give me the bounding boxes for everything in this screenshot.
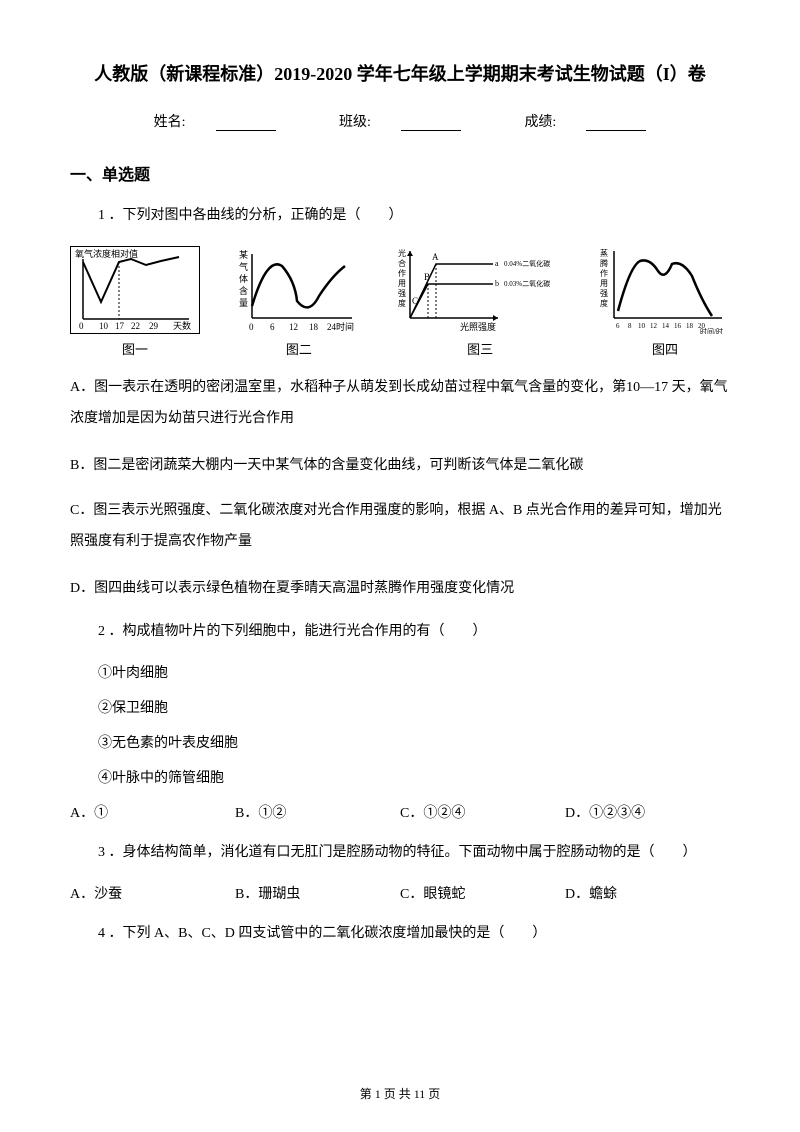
- svg-text:14: 14: [662, 322, 670, 330]
- class-label: 班级:: [324, 115, 476, 130]
- q2-options: A．① B．①② C．①②④ D．①②③④: [70, 802, 730, 822]
- svg-text:气: 气: [239, 261, 248, 272]
- svg-text:作: 作: [600, 268, 608, 278]
- svg-text:蒸: 蒸: [600, 248, 608, 258]
- chart-2: 某 气 体 含 量 0 6 12 18 24时间 图二: [237, 246, 360, 358]
- svg-text:合: 合: [398, 258, 406, 268]
- svg-text:强: 强: [600, 289, 608, 298]
- q2-item-3: ③无色素的叶表皮细胞: [70, 732, 730, 752]
- name-label: 姓名:: [139, 115, 291, 130]
- svg-text:29: 29: [149, 321, 159, 331]
- svg-text:光: 光: [398, 248, 406, 258]
- q4-stem: 4 ．下列 A、B、C、D 四支试管中的二氧化碳浓度增加最快的是（ ）: [70, 921, 730, 946]
- section-1-header: 一、单选题: [70, 161, 730, 185]
- svg-text:体: 体: [239, 273, 248, 284]
- svg-text:用: 用: [398, 279, 406, 288]
- svg-text:12: 12: [650, 322, 658, 330]
- q1-option-a: A．图一表示在透明的密闭温室里，水稻种子从萌发到长成幼苗过程中氧气含量的变化，第…: [70, 373, 730, 435]
- q2-item-2: ②保卫细胞: [70, 697, 730, 717]
- student-info-line: 姓名: 班级: 成绩:: [70, 111, 730, 131]
- chart-4-svg: 蒸 腾 作 用 强 度 6 8 10 12 14 16 18 20 时间/时: [600, 246, 730, 334]
- svg-text:6: 6: [270, 322, 275, 332]
- class-blank[interactable]: [401, 115, 461, 131]
- svg-text:16: 16: [674, 322, 682, 330]
- q2-opt-d: D．①②③④: [565, 802, 730, 822]
- svg-text:B: B: [424, 272, 430, 282]
- q3-opt-c: C．眼镜蛇: [400, 883, 565, 903]
- chart-3-svg: 光 合 作 用 强 度 A B C a b 0.04%二氧化碳 0.03%二氧化…: [398, 246, 563, 334]
- svg-text:12: 12: [289, 322, 298, 332]
- svg-text:18: 18: [309, 322, 319, 332]
- score-blank[interactable]: [586, 115, 646, 131]
- svg-text:a: a: [495, 259, 499, 268]
- charts-row: 氧气浓度相对值 0 10 17 22 29 天数 图一 某 气 体 含 量 0 …: [70, 246, 730, 358]
- q3-opt-a: A．沙蚕: [70, 883, 235, 903]
- svg-text:量: 量: [239, 298, 248, 308]
- svg-text:作: 作: [398, 268, 406, 278]
- chart-2-label: 图二: [286, 339, 312, 358]
- svg-text:18: 18: [686, 322, 694, 330]
- q3-options: A．沙蚕 B．珊瑚虫 C．眼镜蛇 D．蟾蜍: [70, 883, 730, 903]
- svg-text:光照强度: 光照强度: [460, 321, 496, 332]
- q2-opt-c: C．①②④: [400, 802, 565, 822]
- q1-option-b: B．图二是密闭蔬菜大棚内一天中某气体的含量变化曲线，可判断该气体是二氧化碳: [70, 453, 730, 478]
- svg-text:某: 某: [239, 250, 248, 260]
- svg-text:强: 强: [398, 289, 406, 298]
- name-blank[interactable]: [216, 115, 276, 131]
- svg-text:A: A: [432, 252, 439, 262]
- svg-text:0.03%二氧化碳: 0.03%二氧化碳: [504, 279, 550, 288]
- q2-opt-a: A．①: [70, 802, 235, 822]
- chart-3-label: 图三: [467, 339, 493, 358]
- svg-text:10: 10: [99, 321, 109, 331]
- svg-text:天数: 天数: [173, 320, 191, 331]
- svg-text:22: 22: [131, 321, 140, 331]
- chart-1: 氧气浓度相对值 0 10 17 22 29 天数 图一: [70, 246, 200, 358]
- svg-text:17: 17: [115, 321, 125, 331]
- chart-1-svg: 氧气浓度相对值 0 10 17 22 29 天数: [70, 246, 200, 334]
- q2-item-1: ①叶肉细胞: [70, 662, 730, 682]
- chart-4-label: 图四: [652, 339, 678, 358]
- svg-text:24时间: 24时间: [327, 321, 354, 332]
- chart-2-svg: 某 气 体 含 量 0 6 12 18 24时间: [237, 246, 360, 334]
- svg-text:10: 10: [638, 322, 646, 330]
- svg-text:度: 度: [600, 298, 608, 308]
- svg-text:氧气浓度相对值: 氧气浓度相对值: [75, 248, 138, 259]
- chart-4: 蒸 腾 作 用 强 度 6 8 10 12 14 16 18 20 时间/时 图…: [600, 246, 730, 358]
- svg-text:6: 6: [616, 322, 620, 330]
- svg-text:0.04%二氧化碳: 0.04%二氧化碳: [504, 259, 550, 268]
- svg-text:度: 度: [398, 298, 406, 308]
- svg-text:0: 0: [249, 322, 254, 332]
- q3-opt-d: D．蟾蜍: [565, 883, 730, 903]
- svg-text:腾: 腾: [600, 258, 608, 268]
- q2-stem: 2 ．构成植物叶片的下列细胞中，能进行光合作用的有（ ）: [70, 619, 730, 644]
- svg-text:含: 含: [239, 285, 248, 296]
- chart-1-label: 图一: [122, 339, 148, 358]
- score-label: 成绩:: [509, 115, 661, 130]
- page-footer: 第 1 页 共 11 页: [0, 1085, 800, 1102]
- q1-option-d: D．图四曲线可以表示绿色植物在夏季晴天高温时蒸腾作用强度变化情况: [70, 576, 730, 601]
- q3-opt-b: B．珊瑚虫: [235, 883, 400, 903]
- q2-opt-b: B．①②: [235, 802, 400, 822]
- q1-stem: 1 ．下列对图中各曲线的分析，正确的是（ ）: [70, 203, 730, 228]
- svg-text:用: 用: [600, 279, 608, 288]
- svg-text:8: 8: [628, 322, 632, 330]
- q3-stem: 3 ．身体结构简单，消化道有口无肛门是腔肠动物的特征。下面动物中属于腔肠动物的是…: [70, 840, 730, 865]
- svg-text:b: b: [495, 279, 499, 288]
- chart-3: 光 合 作 用 强 度 A B C a b 0.04%二氧化碳 0.03%二氧化…: [398, 246, 563, 358]
- svg-text:时间/时: 时间/时: [700, 327, 723, 334]
- q1-option-c: C．图三表示光照强度、二氧化碳浓度对光合作用强度的影响，根据 A、B 点光合作用…: [70, 496, 730, 558]
- page-title: 人教版（新课程标准）2019-2020 学年七年级上学期期末考试生物试题（I）卷: [70, 60, 730, 86]
- q2-item-4: ④叶脉中的筛管细胞: [70, 767, 730, 787]
- svg-text:0: 0: [79, 321, 84, 331]
- svg-text:C: C: [412, 296, 418, 306]
